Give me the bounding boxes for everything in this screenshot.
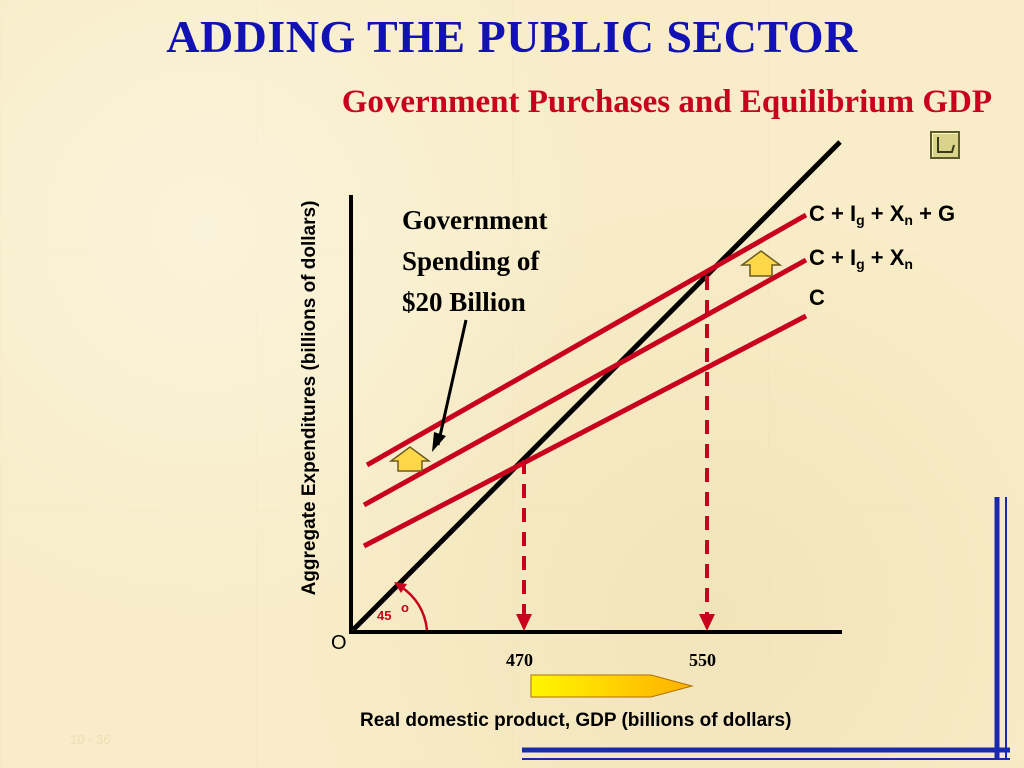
annotation-line-1: Government <box>402 205 548 235</box>
annotation-line-2: Spending of <box>402 246 540 276</box>
slide-title: ADDING THE PUBLIC SECTOR <box>166 11 858 62</box>
return-icon <box>937 137 955 153</box>
label-cigx: C + Ig + Xn <box>809 245 913 272</box>
arrowhead-470 <box>516 614 532 631</box>
slide-subtitle: Government Purchases and Equilibrium GDP <box>341 84 992 120</box>
label-cigx-sub2: n <box>904 256 913 272</box>
gdp-shift-arrow <box>530 674 694 698</box>
up-arrow-right <box>739 250 783 277</box>
angle-label: 45 <box>377 608 392 623</box>
annotation-arrowhead <box>432 432 446 452</box>
45-degree-line <box>349 140 842 634</box>
government-spending-annotation: Government Spending of $20 Billion <box>402 200 547 323</box>
label-cigx-base: C + I <box>809 245 857 270</box>
up-arrow-left <box>388 446 432 472</box>
annotation-pointer <box>436 319 468 446</box>
label-cigxg-mid: + X <box>864 201 905 226</box>
x-tick-550: 550 <box>689 650 716 670</box>
y-axis-label: Aggregate Expenditures (billions of doll… <box>299 200 320 596</box>
label-c: C <box>809 285 825 310</box>
label-cigxg-sub1: g <box>856 212 865 228</box>
label-cigx-mid: + X <box>864 245 905 270</box>
x-axis-label: Real domestic product, GDP (billions of … <box>360 710 792 731</box>
line-c <box>362 313 808 549</box>
label-cigxg-base: C + I <box>809 201 857 226</box>
line-cigxg <box>365 212 808 468</box>
x-tick-470: 470 <box>506 650 533 670</box>
label-cigxg-end: + G <box>912 201 956 226</box>
label-cigx-sub1: g <box>856 256 865 272</box>
annotation-line-3: $20 Billion <box>402 287 526 317</box>
line-cigx <box>362 257 808 508</box>
angle-degree-mark: o <box>401 600 409 615</box>
label-cigxg-sub2: n <box>904 212 913 228</box>
origin-label: O <box>331 632 347 654</box>
arrowhead-550 <box>699 614 715 631</box>
angle-arc-arrowhead <box>394 582 407 593</box>
slide-number: 10 - 36 <box>70 732 111 747</box>
label-cigxg: C + Ig + Xn + G <box>809 201 955 228</box>
return-button[interactable] <box>930 131 960 159</box>
